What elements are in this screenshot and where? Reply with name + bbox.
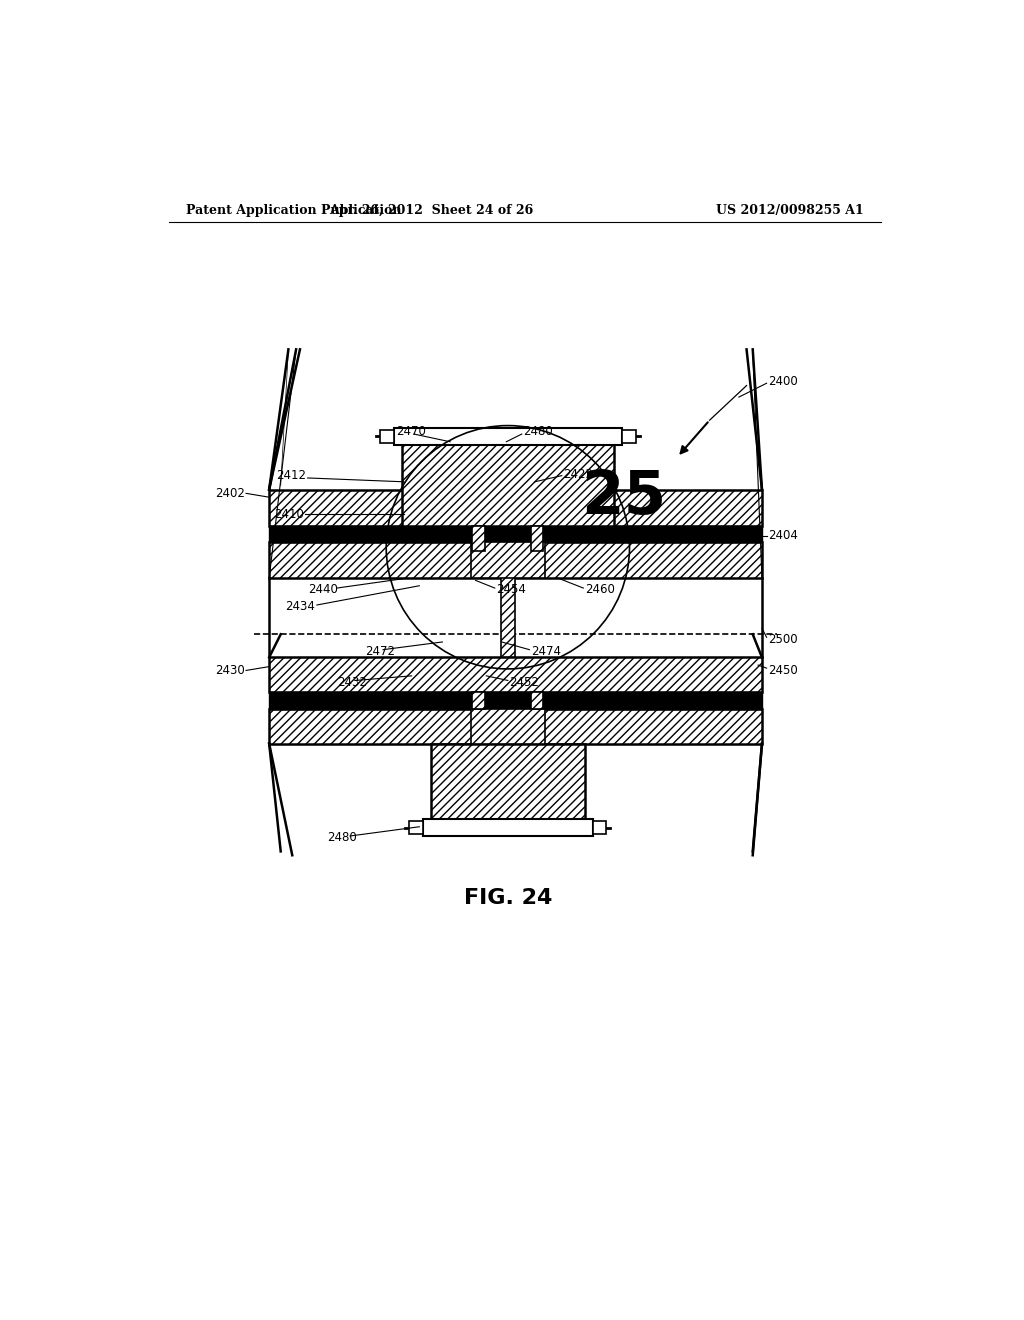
- Polygon shape: [269, 543, 762, 578]
- Text: 2480: 2480: [523, 425, 553, 438]
- Bar: [269, 527, 762, 541]
- Text: 2474: 2474: [531, 644, 561, 657]
- Text: 2430: 2430: [215, 664, 245, 677]
- Bar: [401, 428, 614, 527]
- Text: 2460: 2460: [585, 583, 614, 597]
- Bar: [471, 543, 545, 578]
- Text: 2450: 2450: [768, 664, 798, 677]
- Text: 2454: 2454: [497, 583, 526, 597]
- Bar: [431, 743, 585, 818]
- Text: 2500: 2500: [768, 634, 798, 647]
- Bar: [394, 428, 622, 445]
- Bar: [622, 430, 636, 442]
- Text: 2480: 2480: [327, 832, 356, 843]
- Bar: [531, 527, 544, 552]
- Text: US 2012/0098255 A1: US 2012/0098255 A1: [716, 205, 863, 218]
- Bar: [472, 527, 484, 552]
- Text: Patent Application Publication: Patent Application Publication: [186, 205, 401, 218]
- Text: 2410: 2410: [274, 508, 304, 520]
- Polygon shape: [269, 490, 762, 527]
- Text: 2400: 2400: [768, 375, 798, 388]
- Text: 2472: 2472: [366, 644, 395, 657]
- Text: Apr. 26, 2012  Sheet 24 of 26: Apr. 26, 2012 Sheet 24 of 26: [329, 205, 532, 218]
- Text: 2452: 2452: [509, 676, 540, 689]
- Bar: [593, 821, 606, 834]
- Bar: [472, 692, 484, 709]
- Bar: [269, 692, 762, 709]
- Text: 2412: 2412: [276, 469, 306, 482]
- Text: 2420: 2420: [620, 528, 649, 541]
- Bar: [380, 430, 394, 442]
- Text: 2432: 2432: [337, 676, 367, 689]
- Text: 2470: 2470: [396, 425, 426, 438]
- Bar: [501, 552, 515, 657]
- Text: FIG. 24: FIG. 24: [464, 887, 552, 908]
- Bar: [531, 692, 544, 709]
- Text: 2422: 2422: [563, 467, 593, 480]
- Bar: [471, 709, 545, 743]
- Text: 2440: 2440: [307, 583, 338, 597]
- Bar: [423, 818, 593, 836]
- Text: 2434: 2434: [286, 601, 315, 612]
- Polygon shape: [269, 709, 762, 743]
- Text: 2402: 2402: [215, 487, 245, 500]
- Bar: [410, 821, 423, 834]
- Text: 2404: 2404: [768, 529, 798, 543]
- Polygon shape: [269, 657, 762, 692]
- Text: 25: 25: [581, 467, 666, 527]
